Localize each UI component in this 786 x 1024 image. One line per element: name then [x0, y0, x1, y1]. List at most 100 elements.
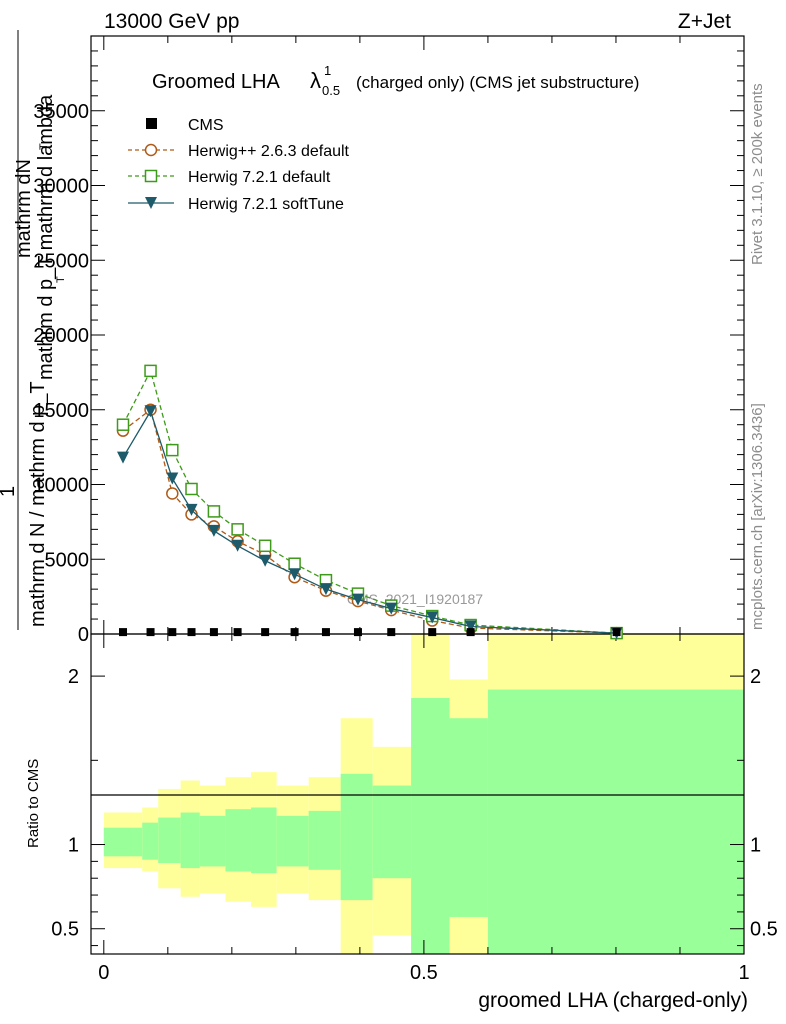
ratio-ylabel: Ratio to CMS	[25, 759, 42, 848]
ratio-band-green	[487, 689, 744, 954]
series-point	[385, 602, 398, 615]
header-energy: 13000 GeV pp	[104, 10, 239, 33]
y-tick-label: 15000	[33, 400, 89, 422]
series-point	[166, 443, 179, 457]
cms-point	[261, 628, 270, 637]
cms-point	[612, 628, 621, 637]
y-tick-label: 0	[78, 624, 89, 646]
ratio-band-green	[225, 809, 252, 872]
title-lambda: λ	[310, 68, 321, 93]
series-point	[288, 557, 301, 570]
legend-marker-herwig7-softtune	[145, 197, 157, 209]
y-tick-label: 30000	[33, 176, 89, 198]
cms-point	[353, 628, 362, 637]
title-text: Groomed LHA	[152, 71, 280, 93]
cms-point	[168, 628, 177, 637]
ratio-tick-label-right: 1	[750, 835, 761, 857]
axis-ticks	[91, 36, 745, 954]
y-tick-label: 35000	[33, 101, 89, 123]
legend-marker-cms	[146, 118, 157, 129]
plot-title: Groomed LHA λ 1 0.5 (charged only) (CMS …	[152, 63, 639, 98]
series-point	[185, 503, 198, 516]
data-series	[116, 364, 623, 640]
series-point	[464, 620, 477, 633]
cms-point	[387, 628, 396, 637]
series-point	[207, 524, 220, 537]
title-subscript: 0.5	[322, 83, 340, 98]
y-tick-label: 10000	[33, 475, 89, 497]
series-point	[351, 593, 364, 606]
legend-marker-herwigpp	[144, 143, 158, 157]
cms-point	[321, 628, 330, 637]
ratio-tick-label-left: 0.5	[51, 919, 79, 941]
rivet-label: Rivet 3.1.10, ≥ 200k events	[749, 83, 766, 265]
x-tick-label: 1	[738, 962, 749, 984]
main-ylabel: mathrm dN T mathrm d p_T mathrm d lambda…	[0, 30, 67, 630]
ratio-band-green	[411, 698, 450, 954]
y-tick-label: 25000	[33, 250, 89, 272]
ylabel-line-2: mathrm d p_T mathrm d lambda	[35, 94, 57, 380]
ratio-bands	[103, 634, 744, 954]
ratio-band-green	[251, 807, 277, 874]
ylabel-sub-1: T	[38, 143, 50, 150]
ratio-plot-frame	[90, 633, 745, 955]
series-point	[231, 539, 244, 552]
ratio-band-green	[276, 815, 309, 867]
series-point	[185, 482, 198, 496]
series-point	[258, 539, 272, 553]
legend-label-cms: CMS	[188, 117, 224, 134]
ylabel-line-1: mathrm dN	[13, 159, 35, 258]
ratio-band-green	[103, 827, 143, 857]
ratio-tick-label-right: 2	[750, 666, 761, 688]
series-point	[144, 405, 157, 418]
analysis-watermark: CMS_2021_I1920187	[347, 591, 483, 607]
cms-point	[146, 628, 155, 637]
legend-marker-herwig7-default	[144, 169, 158, 183]
series-point	[117, 451, 130, 464]
ratio-band-green	[340, 773, 373, 901]
header-process: Z+Jet	[678, 10, 731, 33]
cms-point	[233, 628, 242, 637]
ratio-band-green	[308, 810, 341, 870]
mcplots-label: mcplots.cern.ch [arXiv:1306.3436]	[749, 403, 766, 630]
ratio-band-green	[158, 817, 181, 864]
series-point	[144, 364, 157, 378]
ratio-band-green	[449, 718, 488, 917]
cms-point	[428, 628, 437, 637]
ylabel-line-3: 1	[0, 486, 19, 497]
ratio-tick-label-left: 2	[68, 666, 79, 688]
x-tick-label: 0	[98, 962, 109, 984]
legend-label-herwig7-default: Herwig 7.2.1 default	[188, 169, 331, 186]
ratio-band-green	[372, 785, 412, 879]
title-superscript: 1	[324, 63, 331, 78]
ratio-band-green	[142, 822, 159, 860]
cms-point	[209, 628, 218, 637]
series-point	[259, 554, 272, 567]
cms-point	[466, 628, 475, 637]
series-line	[122, 408, 617, 634]
ylabel-sub-2: T	[55, 276, 67, 283]
ylabel-line-4: mathrm d N / mathrm d p_T	[27, 381, 49, 627]
ratio-band-green	[180, 812, 200, 869]
xlabel: groomed LHA (charged-only)	[478, 989, 748, 1012]
ratio-tick-label-left: 1	[68, 835, 79, 857]
series-point	[231, 523, 244, 536]
series-point	[166, 487, 179, 500]
legend: CMS Herwig++ 2.6.3 default Herwig 7.2.1 …	[128, 117, 350, 213]
y-tick-label: 20000	[33, 325, 89, 347]
series-point	[166, 472, 179, 485]
ratio-band-green	[199, 815, 226, 867]
series-point	[426, 611, 439, 624]
series-point	[207, 505, 221, 518]
cms-point	[290, 628, 299, 637]
legend-label-herwigpp: Herwig++ 2.6.3 default	[188, 143, 350, 160]
legend-label-herwig7-softtune: Herwig 7.2.1 softTune	[188, 196, 344, 213]
y-tick-label: 5000	[45, 549, 90, 571]
series-line	[122, 369, 617, 634]
series-line	[122, 409, 617, 634]
series-point	[116, 418, 130, 431]
ratio-tick-label-right: 0.5	[750, 919, 778, 941]
x-tick-label: 0.5	[410, 962, 438, 984]
